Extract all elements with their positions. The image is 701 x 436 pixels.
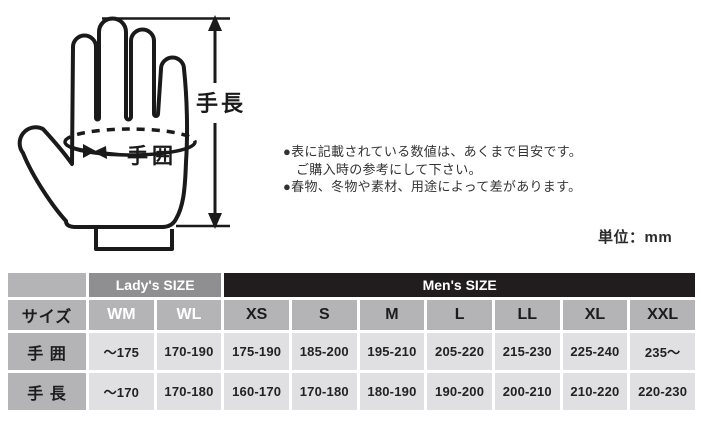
circumference-ellipse-top xyxy=(63,127,197,143)
size-row-label: サイズ xyxy=(8,300,86,330)
value-cell: 170-180 xyxy=(291,373,357,410)
note-line-1: ●表に記載されている数値は、あくまで目安です。 xyxy=(283,144,583,159)
circumference-row-label: 手 囲 xyxy=(8,333,86,370)
value-cell: 160-170 xyxy=(224,373,289,410)
hand-measurement-diagram: 手長 手囲 xyxy=(17,15,246,251)
advisory-notes: ●表に記載されている数値は、あくまで目安です。 ご購入時の参考にして下さい。 ●… xyxy=(283,143,582,196)
size-column-header-wl: WL xyxy=(156,300,222,330)
value-cell: 185-200 xyxy=(291,333,357,370)
note-line-3: ●春物、冬物や素材、用途によって差があります。 xyxy=(283,179,582,194)
size-table: Lady's SIZE Men's SIZE サイズ WM WL XS S M … xyxy=(5,270,698,413)
value-cell: 180-190 xyxy=(359,373,425,410)
circumference-arrow-left xyxy=(104,151,126,157)
hand-length-label: 手長 xyxy=(196,91,246,116)
mens-size-header: Men's SIZE xyxy=(224,273,695,297)
length-row: 手 長 ～170 170-180 160-170 170-180 180-190… xyxy=(8,373,695,410)
value-cell: 195-210 xyxy=(359,333,425,370)
unit-label: 単位：mm xyxy=(598,229,673,246)
glove-cuff xyxy=(94,229,174,251)
size-column-header-xs: XS xyxy=(224,300,289,330)
ladys-size-header: Lady's SIZE xyxy=(89,273,222,297)
circumference-arrowhead-left xyxy=(93,146,107,159)
size-column-header-l: L xyxy=(427,300,492,330)
hand-outline xyxy=(17,16,190,229)
value-cell: ～175 xyxy=(89,333,154,370)
group-header-row: Lady's SIZE Men's SIZE xyxy=(8,273,695,297)
size-column-header-xl: XL xyxy=(562,300,628,330)
circumference-row: 手 囲 ～175 170-190 175-190 185-200 195-210… xyxy=(8,333,695,370)
corner-cell xyxy=(8,273,86,297)
value-cell: 215-230 xyxy=(494,333,560,370)
length-row-label: 手 長 xyxy=(8,373,86,410)
size-column-header-wm: WM xyxy=(89,300,154,330)
note-line-2: ご購入時の参考にして下さい。 xyxy=(296,161,482,177)
value-cell: 170-180 xyxy=(156,373,222,410)
circumference-arrow-right xyxy=(65,143,85,152)
length-arrowhead-down xyxy=(208,213,222,229)
value-cell: 220-230 xyxy=(630,373,695,410)
value-cell: 210-220 xyxy=(562,373,628,410)
value-cell: 225-240 xyxy=(562,333,628,370)
circumference-arrowhead-right xyxy=(83,144,96,158)
value-cell: 175-190 xyxy=(224,333,289,370)
size-column-header-m: M xyxy=(359,300,425,330)
value-cell: 200-210 xyxy=(494,373,560,410)
size-column-header-ll: LL xyxy=(494,300,560,330)
value-cell: 205-220 xyxy=(427,333,492,370)
value-cell: 170-190 xyxy=(156,333,222,370)
hand-circumference-label: 手囲 xyxy=(127,145,177,168)
size-column-header-xxl: XXL xyxy=(630,300,695,330)
size-column-header-s: S xyxy=(291,300,357,330)
length-arrowhead-up xyxy=(208,15,222,31)
size-header-row: サイズ WM WL XS S M L LL XL XXL xyxy=(8,300,695,330)
value-cell: ～170 xyxy=(89,373,154,410)
value-cell: 235～ xyxy=(630,333,695,370)
value-cell: 190-200 xyxy=(427,373,492,410)
